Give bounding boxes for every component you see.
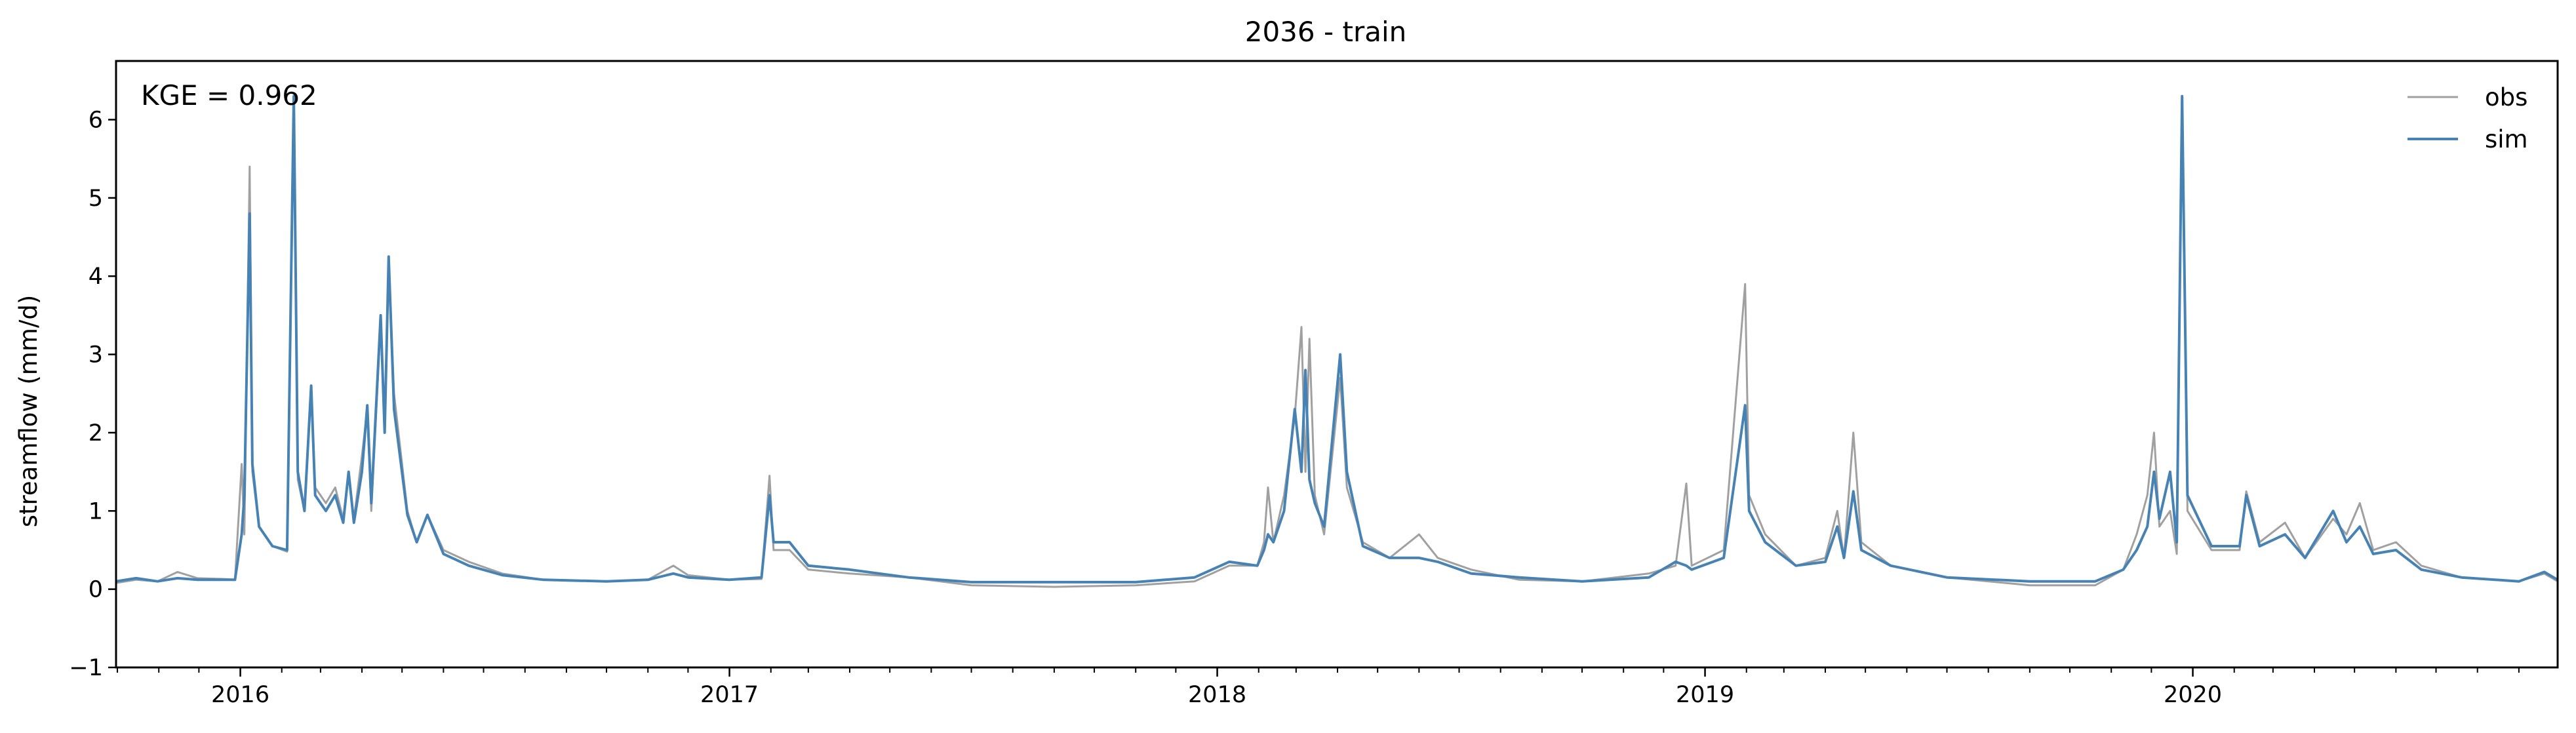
series-line-obs xyxy=(115,95,2558,588)
y-tick-label: 3 xyxy=(89,342,103,368)
x-axis: 2016 2017 2018 2019 2020 xyxy=(117,667,2520,708)
legend-label-obs: obs xyxy=(2485,83,2527,111)
legend: obs sim xyxy=(2408,83,2528,153)
chart-title: 2036 - train xyxy=(1245,16,1407,48)
y-axis-label: streamflow (mm/d) xyxy=(14,295,43,528)
series-line-sim xyxy=(115,94,2559,584)
plot-frame xyxy=(115,60,2559,669)
y-axis: −1 0 1 2 3 4 5 6 xyxy=(69,108,116,681)
x-tick-label: 2020 xyxy=(2164,682,2222,708)
x-tick-label: 2017 xyxy=(700,682,759,708)
y-tick-label: 5 xyxy=(89,186,103,212)
kge-annotation: KGE = 0.962 xyxy=(141,79,317,111)
y-tick-label: 1 xyxy=(89,498,103,525)
x-tick-label: 2016 xyxy=(211,682,269,708)
plot-area xyxy=(115,60,2559,669)
x-tick-label: 2018 xyxy=(1188,682,1246,708)
x-tick-label: 2019 xyxy=(1676,682,1734,708)
y-tick-label: 4 xyxy=(89,264,103,290)
legend-label-sim: sim xyxy=(2485,125,2528,153)
y-tick-label: 0 xyxy=(89,577,103,603)
y-tick-label: 2 xyxy=(89,420,103,446)
y-tick-label: −1 xyxy=(69,655,103,681)
series-layer xyxy=(115,94,2559,588)
y-tick-label: 6 xyxy=(89,108,103,134)
